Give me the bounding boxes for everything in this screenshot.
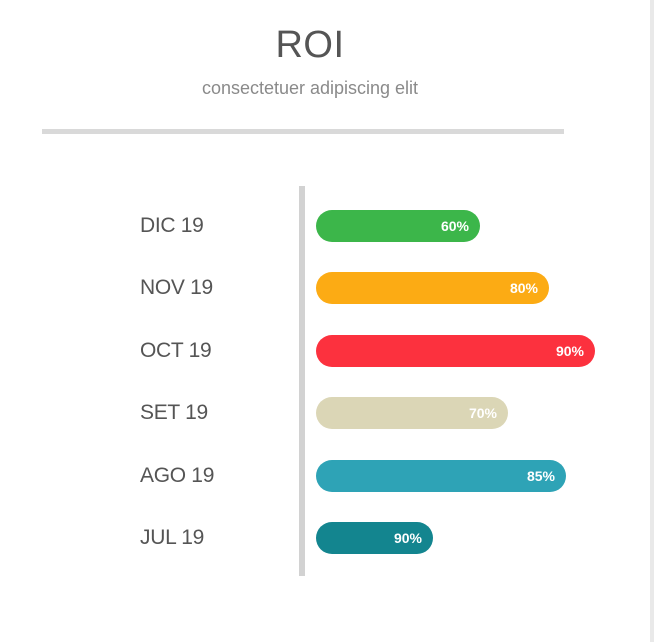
bar-value-label: 90% — [393, 530, 422, 546]
bar: 85% — [316, 459, 566, 492]
bar: 60% — [316, 210, 480, 242]
category-label: NOV 19 — [140, 276, 213, 300]
category-label: AGO 19 — [140, 463, 215, 487]
category-label: OCT 19 — [140, 338, 212, 362]
category-label: DIC 19 — [140, 214, 204, 237]
bar: 80% — [316, 272, 549, 305]
bar-row: SET 19 70% — [0, 396, 640, 430]
bar-row: AGO 19 85% — [0, 459, 640, 493]
bar-row: DIC 19 60% — [0, 209, 640, 243]
header-divider — [42, 129, 564, 134]
right-edge-border — [650, 0, 654, 642]
bar-row: JUL 19 90% — [0, 521, 640, 555]
bar-value-label: 70% — [468, 405, 497, 422]
bar: 90% — [316, 334, 595, 367]
bar: 70% — [316, 397, 508, 430]
bar-value-label: 80% — [509, 280, 538, 297]
category-axis-line — [299, 186, 305, 576]
bar-value-label: 90% — [555, 342, 584, 359]
bar: 90% — [316, 522, 433, 554]
bar-value-label: 60% — [440, 218, 469, 234]
bar-value-label: 85% — [526, 467, 555, 484]
chart-subtitle: consectetuer adipiscing elit — [201, 78, 419, 98]
chart-title: ROI — [275, 24, 345, 66]
category-label: SET 19 — [140, 401, 208, 425]
bar-row: OCT 19 90% — [0, 334, 640, 368]
bar-row: NOV 19 80% — [0, 271, 640, 305]
category-label: JUL 19 — [140, 526, 204, 549]
